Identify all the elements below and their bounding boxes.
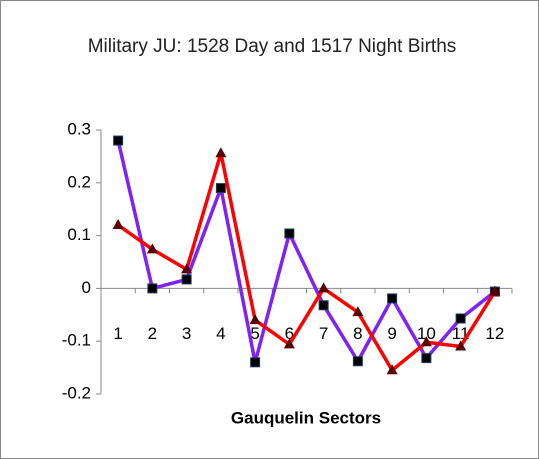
y-tick-label: 0.1 — [67, 225, 91, 244]
marker — [181, 274, 192, 285]
chart-title: Military JU: 1528 Day and 1517 Night Bir… — [87, 36, 457, 57]
marker — [181, 263, 193, 274]
marker — [112, 219, 124, 230]
y-tick-label: -0.2 — [62, 383, 91, 402]
marker — [318, 300, 329, 311]
marker — [455, 313, 466, 324]
y-tick-label: -0.1 — [62, 331, 91, 350]
marker — [421, 353, 432, 364]
marker — [249, 314, 261, 325]
x-tick-label: 10 — [417, 324, 436, 343]
marker — [489, 285, 501, 296]
marker — [318, 282, 330, 293]
x-tick-label: 8 — [353, 324, 362, 343]
x-tick-label: 2 — [148, 324, 157, 343]
marker — [215, 183, 226, 194]
marker — [250, 357, 261, 368]
marker — [146, 243, 158, 254]
x-axis-label: Gauquelin Sectors — [231, 408, 381, 427]
x-tick-label: 7 — [319, 324, 328, 343]
x-tick-label: 9 — [387, 324, 396, 343]
x-tick-label: 6 — [285, 324, 294, 343]
marker — [387, 293, 398, 304]
marker — [284, 228, 295, 239]
marker — [386, 364, 398, 375]
marker — [215, 147, 227, 158]
y-tick-label: 0 — [82, 278, 91, 297]
series-line — [117, 151, 497, 372]
marker — [352, 306, 364, 317]
marker — [352, 356, 363, 367]
x-tick-label: 4 — [216, 324, 225, 343]
y-tick-label: 0.2 — [67, 172, 91, 191]
marker — [420, 336, 432, 347]
x-tick-label: 1 — [113, 324, 122, 343]
marker — [283, 338, 295, 349]
y-tick-label: 0.3 — [67, 119, 91, 138]
x-tick-label: 5 — [250, 324, 259, 343]
x-tick-label: 3 — [182, 324, 191, 343]
marker — [455, 340, 467, 351]
x-tick-label: 12 — [485, 324, 504, 343]
marker — [113, 135, 124, 146]
marker — [147, 283, 158, 294]
series-line — [116, 140, 496, 365]
